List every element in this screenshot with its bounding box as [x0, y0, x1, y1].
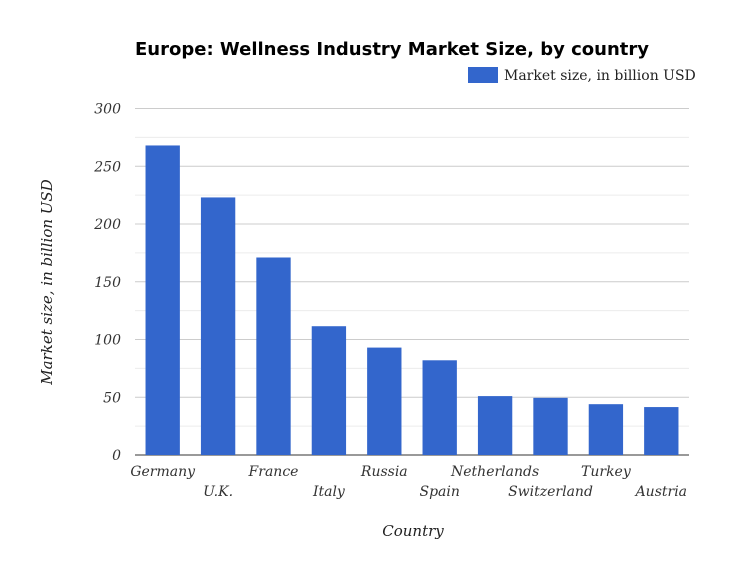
bar-spain	[422, 360, 457, 455]
x-tick-label: Italy	[312, 484, 346, 500]
legend-label: Market size, in billion USD	[504, 68, 696, 84]
y-tick-label: 250	[93, 159, 121, 175]
y-tick-label: 0	[112, 448, 121, 464]
x-tick-label: Netherlands	[450, 464, 539, 480]
bar-switzerland	[533, 397, 568, 455]
bar-uk	[200, 197, 236, 455]
x-tick-label: Switzerland	[508, 484, 593, 500]
x-tick-label: Turkey	[581, 464, 632, 480]
y-tick-label: 100	[94, 333, 121, 349]
bar-turkey	[588, 404, 624, 455]
x-tick-label: Austria	[634, 484, 687, 500]
bar-russia	[367, 347, 402, 455]
y-axis-label: Market size, in billion USD	[38, 179, 56, 385]
x-axis-label: Country	[382, 522, 444, 540]
x-tick-label: Spain	[419, 484, 459, 500]
y-tick-label: 150	[94, 275, 121, 291]
bar-italy	[311, 326, 347, 455]
legend-swatch	[468, 67, 498, 83]
bar-austria	[644, 407, 679, 455]
y-tick-label: 200	[93, 217, 121, 233]
x-tick-label: Russia	[360, 464, 408, 480]
chart-title: Europe: Wellness Industry Market Size, b…	[135, 39, 649, 60]
y-tick-label: 50	[103, 390, 121, 406]
bar-germany	[145, 145, 180, 455]
x-tick-label: Germany	[130, 464, 196, 480]
x-tick-label: U.K.	[203, 484, 233, 500]
bar-france	[256, 257, 291, 455]
x-tick-label: France	[248, 464, 299, 480]
y-tick-label: 300	[94, 102, 121, 118]
bar-netherlands	[477, 396, 513, 455]
